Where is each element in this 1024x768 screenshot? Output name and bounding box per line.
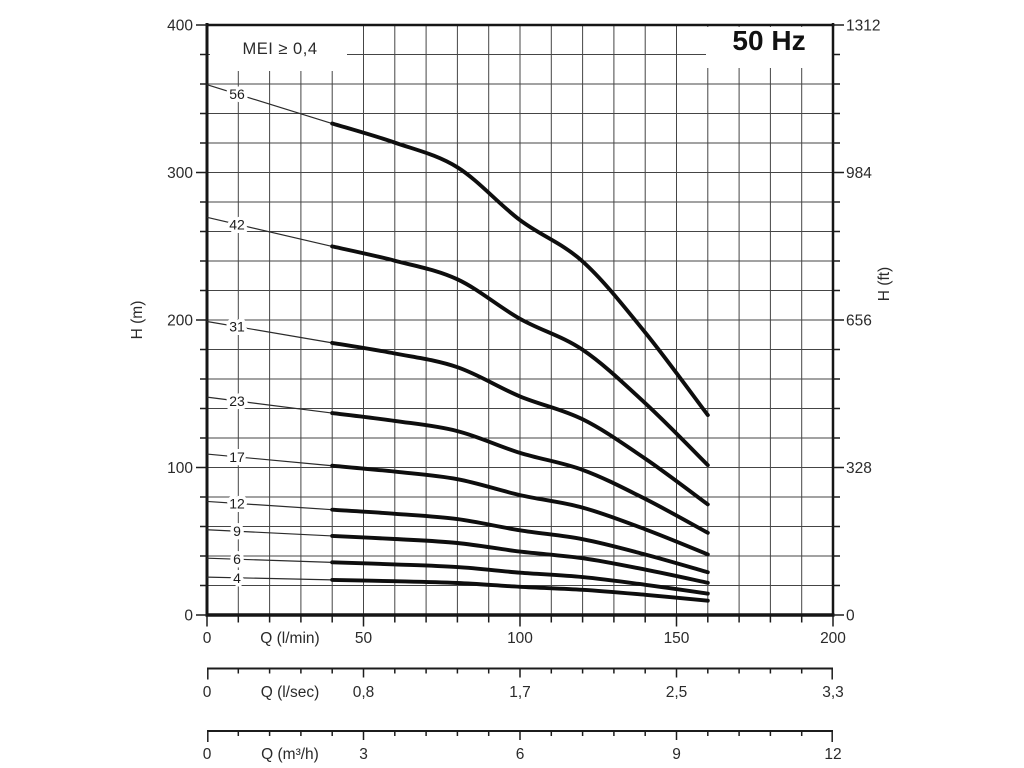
curve-label-42: 42 — [229, 216, 245, 232]
curve-6 — [330, 560, 710, 596]
curve-leader-56 — [206, 84, 333, 125]
curve-label-56: 56 — [229, 86, 245, 102]
x-axis-lmin-title: Q (l/min) — [260, 630, 319, 647]
curve-31 — [330, 340, 710, 507]
curve-leader-17 — [206, 453, 333, 467]
y-axis-left-title: H (m) — [129, 301, 146, 340]
m3h-scale-label: 0 — [203, 746, 212, 763]
label-boxes-layer: MEI ≥ 0,4 50 Hz — [210, 25, 832, 71]
x-axis-tick-label: 0 — [203, 630, 212, 647]
curve-label-12: 12 — [229, 495, 245, 511]
mei-badge-text: MEI ≥ 0,4 — [243, 40, 318, 58]
y-right-tick-label: 0 — [846, 608, 855, 625]
curve-label-31: 31 — [229, 319, 245, 335]
frequency-box — [706, 27, 832, 68]
curve-17 — [330, 463, 710, 557]
y-left-tick-label: 400 — [167, 18, 193, 35]
curve-leader-9 — [206, 529, 333, 537]
lsec-scale-label: 0,8 — [353, 684, 375, 701]
curve-9 — [330, 533, 710, 585]
y-axis-right-title: H (ft) — [876, 267, 893, 301]
m3h-scale-label: 3 — [359, 746, 368, 763]
curve-23 — [330, 411, 710, 535]
m3h-scale-label: 6 — [516, 746, 525, 763]
curve-leader-31 — [206, 320, 333, 344]
curve-leader-23 — [206, 396, 333, 414]
curve-leader-6 — [206, 557, 333, 563]
curve-label-9: 9 — [233, 523, 241, 539]
x-axis-tick-label: 200 — [820, 630, 846, 647]
x-axis-m3h-title: Q (m³/h) — [261, 746, 319, 763]
frequency-title: 50 Hz — [732, 25, 805, 56]
curve-42 — [330, 244, 710, 468]
curve-leader-12 — [206, 500, 333, 511]
pump-curves-layer: 56 42 31 23 17 12 9 6 4 — [206, 83, 710, 603]
curve-leader-42 — [206, 216, 333, 247]
m3h-scale-label: 9 — [672, 746, 681, 763]
y-left-tick-label: 300 — [167, 165, 193, 182]
curve-12 — [330, 507, 710, 575]
secondary-flow-scales: 0 0,8 1,7 2,5 3,3 0 3 6 9 12 — [203, 667, 844, 763]
lsec-scale-label: 1,7 — [509, 684, 531, 701]
y-right-tick-label: 984 — [846, 165, 872, 182]
curve-label-17: 17 — [229, 449, 245, 465]
y-right-tick-label: 328 — [846, 460, 872, 477]
x-axis-lsec-title: Q (l/sec) — [261, 684, 320, 701]
y-right-tick-label: 656 — [846, 313, 872, 330]
curve-label-4: 4 — [233, 570, 241, 586]
y-right-tick-label: 1312 — [846, 18, 880, 35]
y-left-tick-label: 0 — [184, 608, 193, 625]
y-left-tick-label: 200 — [167, 313, 193, 330]
lsec-scale-label: 2,5 — [666, 684, 688, 701]
mei-badge-box — [210, 26, 347, 71]
m3h-scale-label: 12 — [824, 746, 841, 763]
lsec-scale-label: 0 — [203, 684, 212, 701]
curve-4 — [330, 577, 710, 603]
curve-label-6: 6 — [233, 551, 241, 567]
x-axis-tick-label: 100 — [507, 630, 533, 647]
curve-56 — [330, 121, 710, 418]
curve-leader-4 — [206, 576, 333, 581]
curve-label-23: 23 — [229, 393, 245, 409]
y-left-tick-label: 100 — [167, 460, 193, 477]
x-axis-tick-label: 50 — [355, 630, 373, 647]
x-axis-tick-label: 150 — [664, 630, 690, 647]
lsec-scale-label: 3,3 — [822, 684, 844, 701]
